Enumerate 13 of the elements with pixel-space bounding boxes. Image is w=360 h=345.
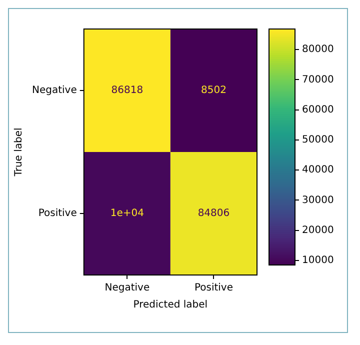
- color-bar-label: 70000: [302, 74, 334, 86]
- y-axis-title: True label: [14, 128, 25, 178]
- color-bar-label: 30000: [302, 194, 334, 206]
- color-bar-label: 80000: [302, 44, 334, 56]
- color-bar-label: 50000: [302, 134, 334, 146]
- data-label: 84806: [198, 208, 230, 220]
- color-bar-label: 10000: [302, 255, 334, 266]
- data-label: 86818: [111, 85, 144, 96]
- data-label: 8502: [200, 85, 226, 96]
- data-label: 1e+04: [110, 208, 144, 220]
- color-bar-label: 40000: [302, 164, 334, 176]
- color-bar-label: 60000: [302, 104, 334, 116]
- color-bar-label: 20000: [302, 224, 334, 236]
